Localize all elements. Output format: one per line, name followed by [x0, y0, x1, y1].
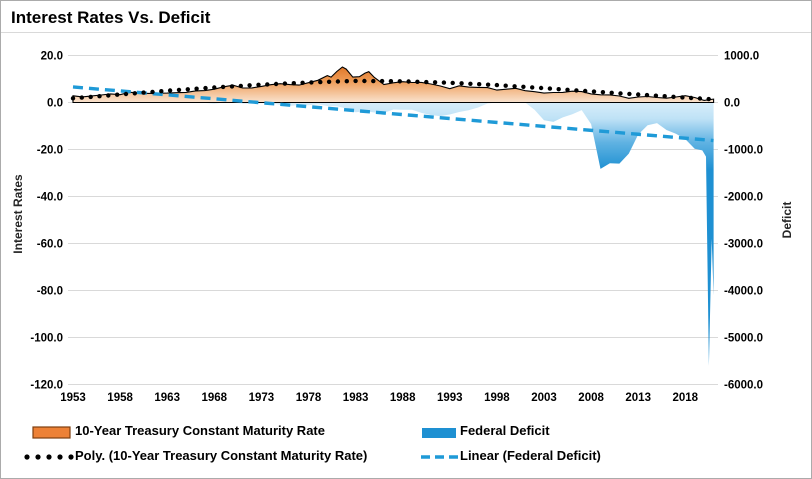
svg-text:1988: 1988 [390, 392, 416, 404]
x-axis-tick-labels: 1953 1958 1963 1968 1973 1978 1983 1988 1993 1998… [60, 392, 698, 404]
svg-text:-60.0: -60.0 [37, 239, 63, 251]
legend-label-treasury: 10-Year Treasury Constant Maturity Rate [75, 423, 325, 438]
legend-label-poly: Poly. (10-Year Treasury Constant Maturit… [75, 448, 368, 463]
svg-text:1953: 1953 [60, 392, 86, 404]
deficit-area-series [73, 102, 714, 366]
svg-text:-6000.0: -6000.0 [724, 380, 763, 392]
svg-text:0.0: 0.0 [47, 98, 63, 110]
svg-text:-80.0: -80.0 [37, 286, 63, 298]
svg-text:1958: 1958 [107, 392, 133, 404]
svg-text:-100.0: -100.0 [30, 333, 63, 345]
right-axis-tick-labels: 1000.0 0.0 -1000.0 -2000.0 -3000.0 -4000.0 -50… [724, 51, 763, 392]
linear-trend-swatch-icon [421, 455, 461, 459]
svg-text:2018: 2018 [673, 392, 699, 404]
svg-text:1968: 1968 [202, 392, 228, 404]
svg-text:2008: 2008 [578, 392, 604, 404]
svg-text:2003: 2003 [531, 392, 557, 404]
poly-trendline [70, 78, 711, 102]
treasury-area-series [72, 66, 715, 104]
svg-text:1983: 1983 [343, 392, 369, 404]
svg-text:2013: 2013 [625, 392, 651, 404]
deficit-area-swatch-icon [422, 428, 456, 438]
svg-text:-5000.0: -5000.0 [724, 333, 763, 345]
svg-text:-120.0: -120.0 [30, 380, 63, 392]
svg-text:1993: 1993 [437, 392, 463, 404]
legend-label-linear: Linear (Federal Deficit) [460, 448, 601, 463]
svg-text:-4000.0: -4000.0 [724, 286, 763, 298]
svg-text:0.0: 0.0 [724, 98, 740, 110]
svg-text:-1000.0: -1000.0 [724, 145, 763, 157]
svg-text:1998: 1998 [484, 392, 510, 404]
svg-text:-2000.0: -2000.0 [724, 192, 763, 204]
svg-text:1973: 1973 [249, 392, 275, 404]
svg-text:-20.0: -20.0 [37, 145, 63, 157]
svg-text:-3000.0: -3000.0 [724, 239, 763, 251]
svg-text:1963: 1963 [154, 392, 180, 404]
svg-text:20.0: 20.0 [41, 51, 63, 63]
treasury-area-swatch-icon [32, 426, 71, 439]
left-axis-tick-labels: 20.0 0.0 -20.0 -40.0 -60.0 -80.0 -100.0 -120.0 [30, 51, 63, 392]
linear-trendline [72, 85, 714, 143]
legend-label-deficit: Federal Deficit [460, 423, 550, 438]
chart-title: Interest Rates Vs. Deficit [1, 1, 811, 33]
svg-text:1978: 1978 [296, 392, 322, 404]
svg-text:1000.0: 1000.0 [724, 51, 759, 63]
svg-text:-40.0: -40.0 [37, 192, 63, 204]
poly-trend-swatch-icon [24, 454, 74, 460]
